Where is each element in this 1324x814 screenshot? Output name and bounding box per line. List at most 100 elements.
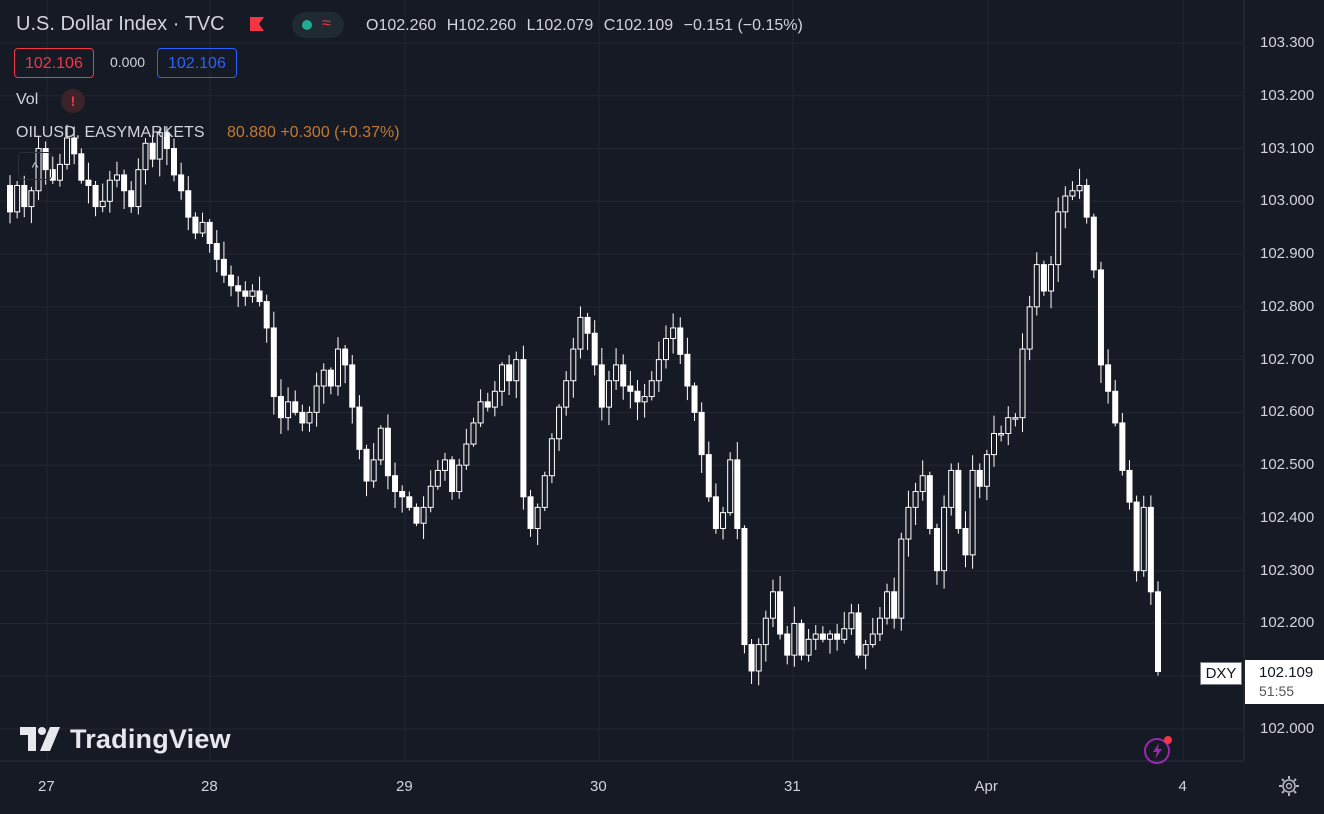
candle-body [577, 316, 584, 350]
candle-body [741, 527, 748, 646]
candle-body [299, 411, 306, 424]
candle-body [256, 290, 263, 303]
candle-body [1033, 264, 1040, 308]
candle-body [620, 364, 627, 387]
time-tick-label: 4 [1178, 778, 1187, 795]
volume-indicator-label[interactable]: Vol [16, 91, 39, 108]
candle-body [85, 179, 92, 186]
candle-body [734, 459, 741, 529]
candle-body [534, 506, 541, 529]
candle-body [477, 401, 484, 424]
time-tick-label: 29 [396, 778, 413, 795]
candle-body [406, 496, 413, 508]
buy-price-button[interactable]: 102.106 [157, 48, 237, 78]
candle-body [563, 380, 570, 408]
warning-icon[interactable]: ! [61, 89, 85, 113]
tradingview-logo[interactable]: TradingView [20, 723, 231, 755]
price-tick-label: 102.400 [1260, 508, 1315, 526]
candle-body [727, 459, 734, 514]
candle-body [392, 475, 399, 493]
candle-body [527, 496, 534, 529]
close-value: C102.109 [603, 17, 674, 34]
candle-body [99, 200, 106, 208]
candlestick-series [7, 124, 1161, 686]
candle-body [1005, 417, 1012, 434]
candle-body [441, 459, 448, 471]
candle-body [912, 491, 919, 508]
candle-body [905, 506, 912, 540]
symbol-title[interactable]: U.S. Dollar Index · TVC [16, 13, 225, 35]
candle-body [1062, 195, 1069, 213]
price-tick-label: 103.200 [1260, 86, 1315, 104]
approx-icon: ≈ [322, 15, 331, 32]
candle-body [869, 633, 876, 646]
candle-body [677, 327, 684, 355]
candle-body [812, 633, 819, 640]
candle-body [898, 538, 905, 619]
price-tick-label: 102.200 [1260, 614, 1315, 632]
candle-body [1133, 501, 1140, 572]
sell-price-button[interactable]: 102.106 [14, 48, 94, 78]
ohlc-values: O102.260 H102.260 L102.079 C102.109 −0.1… [366, 17, 809, 35]
compare-series-legend[interactable]: OILUSD, EASYMARKETS 80.880 +0.300 (+0.37… [16, 124, 400, 142]
candle-body [285, 401, 292, 419]
candle-body [64, 137, 71, 165]
price-tick-label: 103.300 [1260, 34, 1315, 51]
candle-body [983, 454, 990, 487]
price-tick-label: 102.700 [1260, 350, 1315, 368]
time-tick-label: 28 [201, 778, 218, 795]
price-tick-label: 103.100 [1260, 139, 1315, 157]
candle-body [691, 385, 698, 413]
candle-body [228, 274, 235, 287]
lightning-icon[interactable] [1143, 735, 1173, 765]
candle-body [199, 221, 206, 234]
chevron-up-icon[interactable]: ^ [18, 152, 52, 180]
candle-body [377, 427, 384, 461]
price-tick-label: 102.000 [1260, 720, 1315, 737]
candle-body [171, 148, 177, 176]
candle-body [113, 174, 120, 181]
candle-body [213, 243, 220, 260]
candle-body [876, 617, 883, 635]
candle-body [955, 469, 962, 529]
candle-body [1076, 184, 1083, 192]
tradingview-logo-icon [20, 727, 60, 751]
open-value: O102.260 [366, 17, 437, 34]
logo-text: TradingView [70, 723, 231, 754]
candle-body [613, 364, 620, 382]
candle-body [1055, 211, 1062, 266]
flag-icon[interactable] [248, 15, 266, 33]
candle-body [648, 380, 655, 398]
candle-body [56, 163, 63, 181]
candle-body [249, 290, 256, 297]
candle-body [427, 485, 434, 508]
candle-body [434, 469, 441, 487]
candle-body [520, 359, 527, 498]
candle-body [363, 448, 370, 482]
candle-body [712, 496, 719, 529]
gear-icon[interactable] [1278, 775, 1300, 797]
candle-body [35, 148, 42, 192]
candle-body [634, 390, 641, 403]
candle-body [513, 359, 520, 382]
candle-body [720, 512, 727, 529]
candle-body [384, 427, 391, 477]
candle-body [827, 633, 833, 640]
candle-body [1097, 269, 1104, 366]
market-status-pill[interactable]: ≈ [292, 12, 344, 38]
candle-body [149, 142, 156, 160]
candle-body [92, 184, 99, 208]
candle-body [463, 443, 470, 466]
candle-body [178, 174, 185, 192]
candle-body [919, 475, 926, 493]
candle-body [235, 285, 242, 292]
compare-symbol: OILUSD, EASYMARKETS [16, 124, 205, 141]
time-tick-label: 30 [590, 778, 607, 795]
candle-body [605, 380, 612, 408]
time-tick-label: 31 [784, 778, 801, 795]
candle-body [128, 190, 135, 208]
candle-body [1112, 390, 1119, 424]
time-tick-label: 27 [38, 778, 55, 795]
candle-body [941, 506, 948, 572]
